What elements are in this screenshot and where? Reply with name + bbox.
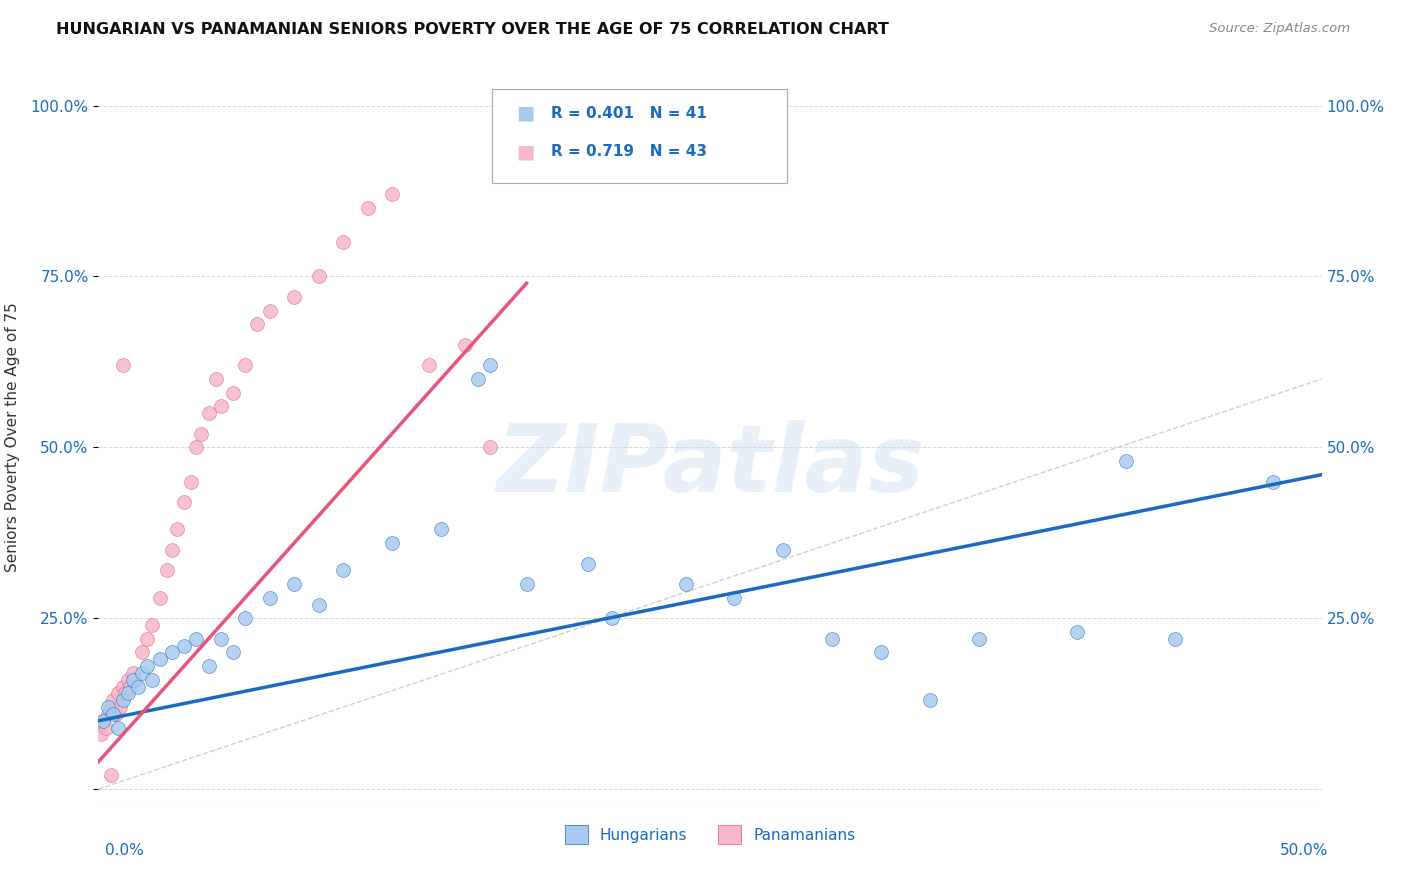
Point <box>107 686 129 700</box>
Point <box>97 706 120 721</box>
Point <box>94 721 117 735</box>
Point <box>197 659 219 673</box>
Point <box>600 611 623 625</box>
Point <box>308 269 330 284</box>
Point <box>107 721 129 735</box>
Point <box>160 645 183 659</box>
Point <box>127 680 149 694</box>
Text: R = 0.401   N = 41: R = 0.401 N = 41 <box>551 106 707 120</box>
Point <box>173 639 195 653</box>
Point <box>117 673 139 687</box>
Point <box>967 632 990 646</box>
Point <box>136 659 159 673</box>
Point <box>1066 624 1088 639</box>
Point <box>186 632 208 646</box>
Point <box>180 475 202 489</box>
Point <box>332 563 354 577</box>
Point <box>675 577 697 591</box>
Point <box>205 372 228 386</box>
Point <box>821 632 844 646</box>
Point <box>121 673 143 687</box>
Point <box>381 187 404 202</box>
Point <box>124 673 146 687</box>
Point <box>136 632 159 646</box>
Point <box>149 591 172 605</box>
Text: ■: ■ <box>516 142 534 161</box>
Point <box>91 714 114 728</box>
Point <box>100 700 122 714</box>
Point <box>114 686 136 700</box>
Y-axis label: Seniors Poverty Over the Age of 75: Seniors Poverty Over the Age of 75 <box>4 302 20 572</box>
Point <box>209 400 232 414</box>
Point <box>209 632 232 646</box>
Point <box>283 577 305 591</box>
Point <box>1261 475 1284 489</box>
Point <box>454 338 477 352</box>
Text: HUNGARIAN VS PANAMANIAN SENIORS POVERTY OVER THE AGE OF 75 CORRELATION CHART: HUNGARIAN VS PANAMANIAN SENIORS POVERTY … <box>56 22 889 37</box>
Point <box>131 645 153 659</box>
Point <box>111 680 134 694</box>
Point <box>478 440 501 454</box>
Point <box>467 372 489 386</box>
Text: ■: ■ <box>516 103 534 123</box>
Point <box>186 440 208 454</box>
Point <box>233 359 256 373</box>
Point <box>1164 632 1187 646</box>
Point <box>222 645 245 659</box>
Point <box>430 522 453 536</box>
Text: ZIPatlas: ZIPatlas <box>496 420 924 512</box>
Point <box>723 591 745 605</box>
Point <box>141 673 163 687</box>
Point <box>91 714 114 728</box>
Point <box>283 290 305 304</box>
Point <box>418 359 440 373</box>
Point <box>111 359 134 373</box>
Point <box>246 318 269 332</box>
Point <box>104 706 127 721</box>
Point <box>121 665 143 680</box>
Point <box>160 542 183 557</box>
Point <box>131 665 153 680</box>
Point <box>101 706 124 721</box>
Point <box>870 645 893 659</box>
Point <box>156 563 179 577</box>
Point <box>1115 454 1137 468</box>
Point <box>90 727 112 741</box>
Point <box>515 577 537 591</box>
Point <box>101 693 124 707</box>
Point <box>97 700 120 714</box>
Point <box>120 680 142 694</box>
Point <box>356 201 378 215</box>
Point <box>173 495 195 509</box>
Point <box>166 522 188 536</box>
Point <box>233 611 256 625</box>
Point <box>100 768 122 782</box>
Text: 0.0%: 0.0% <box>105 843 145 858</box>
Point <box>222 385 245 400</box>
Legend: Hungarians, Panamanians: Hungarians, Panamanians <box>558 819 862 850</box>
Point <box>478 359 501 373</box>
Point <box>332 235 354 250</box>
Point <box>190 426 212 441</box>
Point <box>920 693 942 707</box>
Point <box>149 652 172 666</box>
Point <box>576 557 599 571</box>
Text: 50.0%: 50.0% <box>1281 843 1329 858</box>
Text: R = 0.719   N = 43: R = 0.719 N = 43 <box>551 145 707 159</box>
Point <box>197 406 219 420</box>
Point <box>111 693 134 707</box>
Point <box>381 536 404 550</box>
Point <box>141 618 163 632</box>
Point <box>110 700 132 714</box>
Point <box>259 303 281 318</box>
Text: Source: ZipAtlas.com: Source: ZipAtlas.com <box>1209 22 1350 36</box>
Point <box>259 591 281 605</box>
Point <box>117 686 139 700</box>
Point <box>772 542 794 557</box>
Point <box>308 598 330 612</box>
